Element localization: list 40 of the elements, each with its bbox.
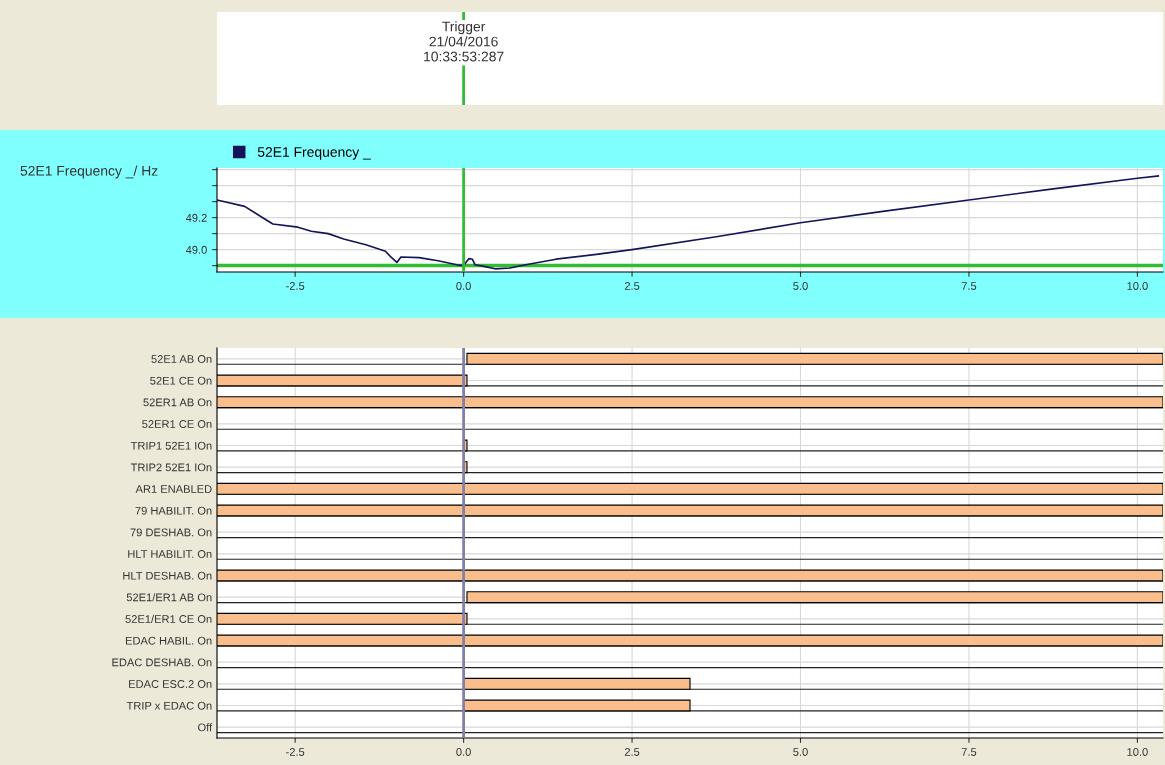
- x-tick-label: -2.5: [286, 748, 305, 756]
- x-tick-label: 10.0: [1127, 748, 1148, 756]
- y-tick-label: EDAC DESHAB. On: [112, 658, 212, 667]
- y-tick-label: 52E1/ER1 AB On: [126, 593, 212, 602]
- y-tick-label: 52ER1 CE On: [142, 420, 212, 428]
- bar: [466, 591, 1163, 604]
- y-tick-label: HLT HABILIT. On: [128, 550, 212, 558]
- y-tick-label: TRIP x EDAC On: [126, 701, 212, 710]
- x-tick-label: 0.0: [456, 748, 471, 756]
- y-tick-label: AR1 ENABLED: [135, 485, 212, 493]
- y-tick-label: EDAC HABIL. On: [125, 636, 212, 645]
- y-tick-label: 79 DESHAB. On: [130, 528, 212, 537]
- y-tick-label: 79 HABILIT. On: [135, 506, 212, 515]
- y-tick-label: EDAC ESC.2 On: [129, 680, 212, 688]
- x-tick-label: 10.0: [1127, 282, 1148, 290]
- x-tick-label: 2.5: [624, 282, 640, 290]
- legend-label: 52E1 Frequency _: [257, 147, 371, 160]
- x-tick-label: 5.0: [793, 748, 808, 756]
- y-tick-label: 52ER1 AB On: [143, 398, 212, 407]
- y-axis-title: 52E1 Frequency _/ Hz: [20, 165, 158, 179]
- y-tick-label: 52E1/ER1 CE On: [125, 614, 212, 623]
- x-tick-label: 0.0: [456, 282, 471, 290]
- y-tick-label: HLT DESHAB. On: [123, 571, 212, 580]
- x-tick-label: -2.5: [286, 282, 305, 290]
- y-tick-label: 52E1 CE On: [150, 376, 212, 385]
- text: Trigger 21/04/2016 10:33:53:287: [424, 21, 504, 62]
- y-tick-label: TRIP1 52E1 IOn: [130, 441, 212, 450]
- y-tick-label: Off: [198, 723, 213, 732]
- x-tick-label: 7.5: [961, 748, 977, 756]
- line-series: [217, 175, 1160, 270]
- bar: [466, 352, 1163, 365]
- y-tick-label: 49.0: [185, 245, 207, 254]
- x-tick-label: 5.0: [793, 282, 808, 290]
- y-tick-label: 49.2: [185, 213, 207, 222]
- bar: [463, 677, 691, 690]
- x-tick-label: 2.5: [624, 748, 640, 756]
- bar: [463, 699, 691, 712]
- x-tick-label: 7.5: [961, 282, 977, 290]
- y-tick-label: TRIP2 52E1 IOn: [130, 463, 212, 472]
- y-tick-label: 52E1 AB On: [151, 355, 212, 363]
